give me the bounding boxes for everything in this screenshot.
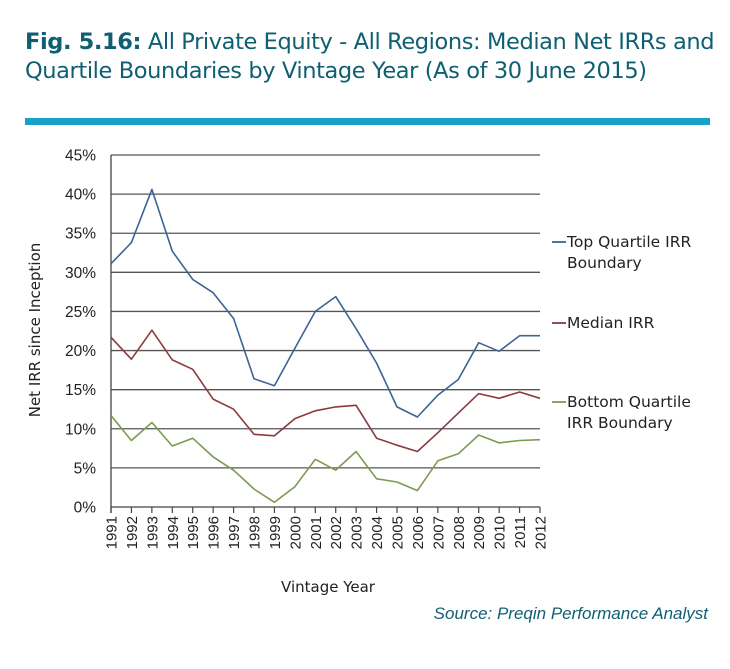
axes	[110, 155, 540, 513]
x-tick-label: 1996	[206, 516, 223, 549]
y-axis-label: Net IRR since Inception	[26, 243, 44, 418]
x-tick-label: 2003	[349, 516, 366, 549]
y-tick-label: 45%	[65, 148, 96, 165]
x-tick-label: 2005	[390, 516, 407, 549]
series-line-bottom-quartile	[110, 414, 541, 504]
y-tick-label: 10%	[65, 421, 96, 438]
x-tick-label: 2006	[410, 516, 427, 549]
y-tick-label: 35%	[65, 226, 96, 243]
x-tick-label: 2011	[512, 516, 529, 548]
x-tick-label: 1997	[226, 516, 243, 549]
x-tick-label: 2010	[492, 516, 509, 549]
series-line-median	[110, 329, 541, 453]
series-lines	[110, 188, 541, 504]
x-tick-label: 2002	[328, 516, 345, 549]
legend-item-top-quartile: Top Quartile IRR Boundary	[552, 233, 691, 272]
x-axis-label: Vintage Year	[281, 578, 376, 596]
figure-number: Fig. 5.16:	[25, 29, 142, 55]
legend-label: Top Quartile IRR	[566, 233, 691, 251]
title-underline-bar	[25, 118, 710, 125]
y-tick-label: 15%	[65, 382, 96, 399]
y-tick-label: 5%	[74, 460, 97, 477]
legend: Top Quartile IRR Boundary Median IRR Bottom…	[552, 233, 691, 432]
legend-item-bottom-quartile: Bottom Quartile IRR Boundary	[552, 393, 691, 432]
legend-label: Median IRR	[567, 314, 655, 332]
y-tick-label: 40%	[65, 187, 96, 204]
y-tick-label: 0%	[74, 500, 97, 517]
y-tick-label: 20%	[65, 343, 96, 360]
legend-label: IRR Boundary	[567, 414, 673, 432]
legend-item-median: Median IRR	[552, 314, 655, 332]
x-tick-label: 2008	[451, 516, 468, 549]
source-note: Source: Preqin Performance Analyst	[433, 604, 708, 623]
x-tick-label: 1993	[144, 516, 161, 549]
legend-label: Boundary	[567, 254, 642, 272]
figure-title-text: All Private Equity - All Regions: Median…	[25, 29, 715, 84]
x-tick-label: 1992	[124, 516, 141, 549]
x-tick-label: 2009	[471, 516, 488, 549]
x-tick-label: 2001	[308, 516, 325, 549]
y-tick-label: 25%	[65, 304, 96, 321]
x-tick-label: 1991	[104, 516, 121, 549]
x-tick-label: 2012	[533, 516, 550, 549]
x-axis-ticks: 1991 1992 1993 1994 1995 1996 1997 1998 1999 2000…	[104, 507, 550, 549]
y-tick-label: 30%	[65, 265, 96, 282]
x-tick-label: 2007	[430, 516, 447, 549]
y-axis-ticks: 0% 5% 10% 15% 20% 25% 30% 35% 40% 45%	[65, 148, 96, 517]
x-tick-label: 1998	[247, 516, 264, 549]
x-tick-label: 1999	[267, 516, 284, 549]
chart-title: Fig. 5.16: All Private Equity - All Regi…	[25, 28, 715, 86]
x-tick-label: 2000	[287, 516, 304, 549]
x-tick-label: 1995	[185, 516, 202, 549]
legend-label: Bottom Quartile	[567, 393, 691, 411]
x-tick-label: 2004	[369, 516, 386, 549]
x-tick-label: 1994	[165, 516, 182, 549]
series-line-top-quartile	[110, 188, 540, 418]
gridlines	[111, 154, 540, 469]
